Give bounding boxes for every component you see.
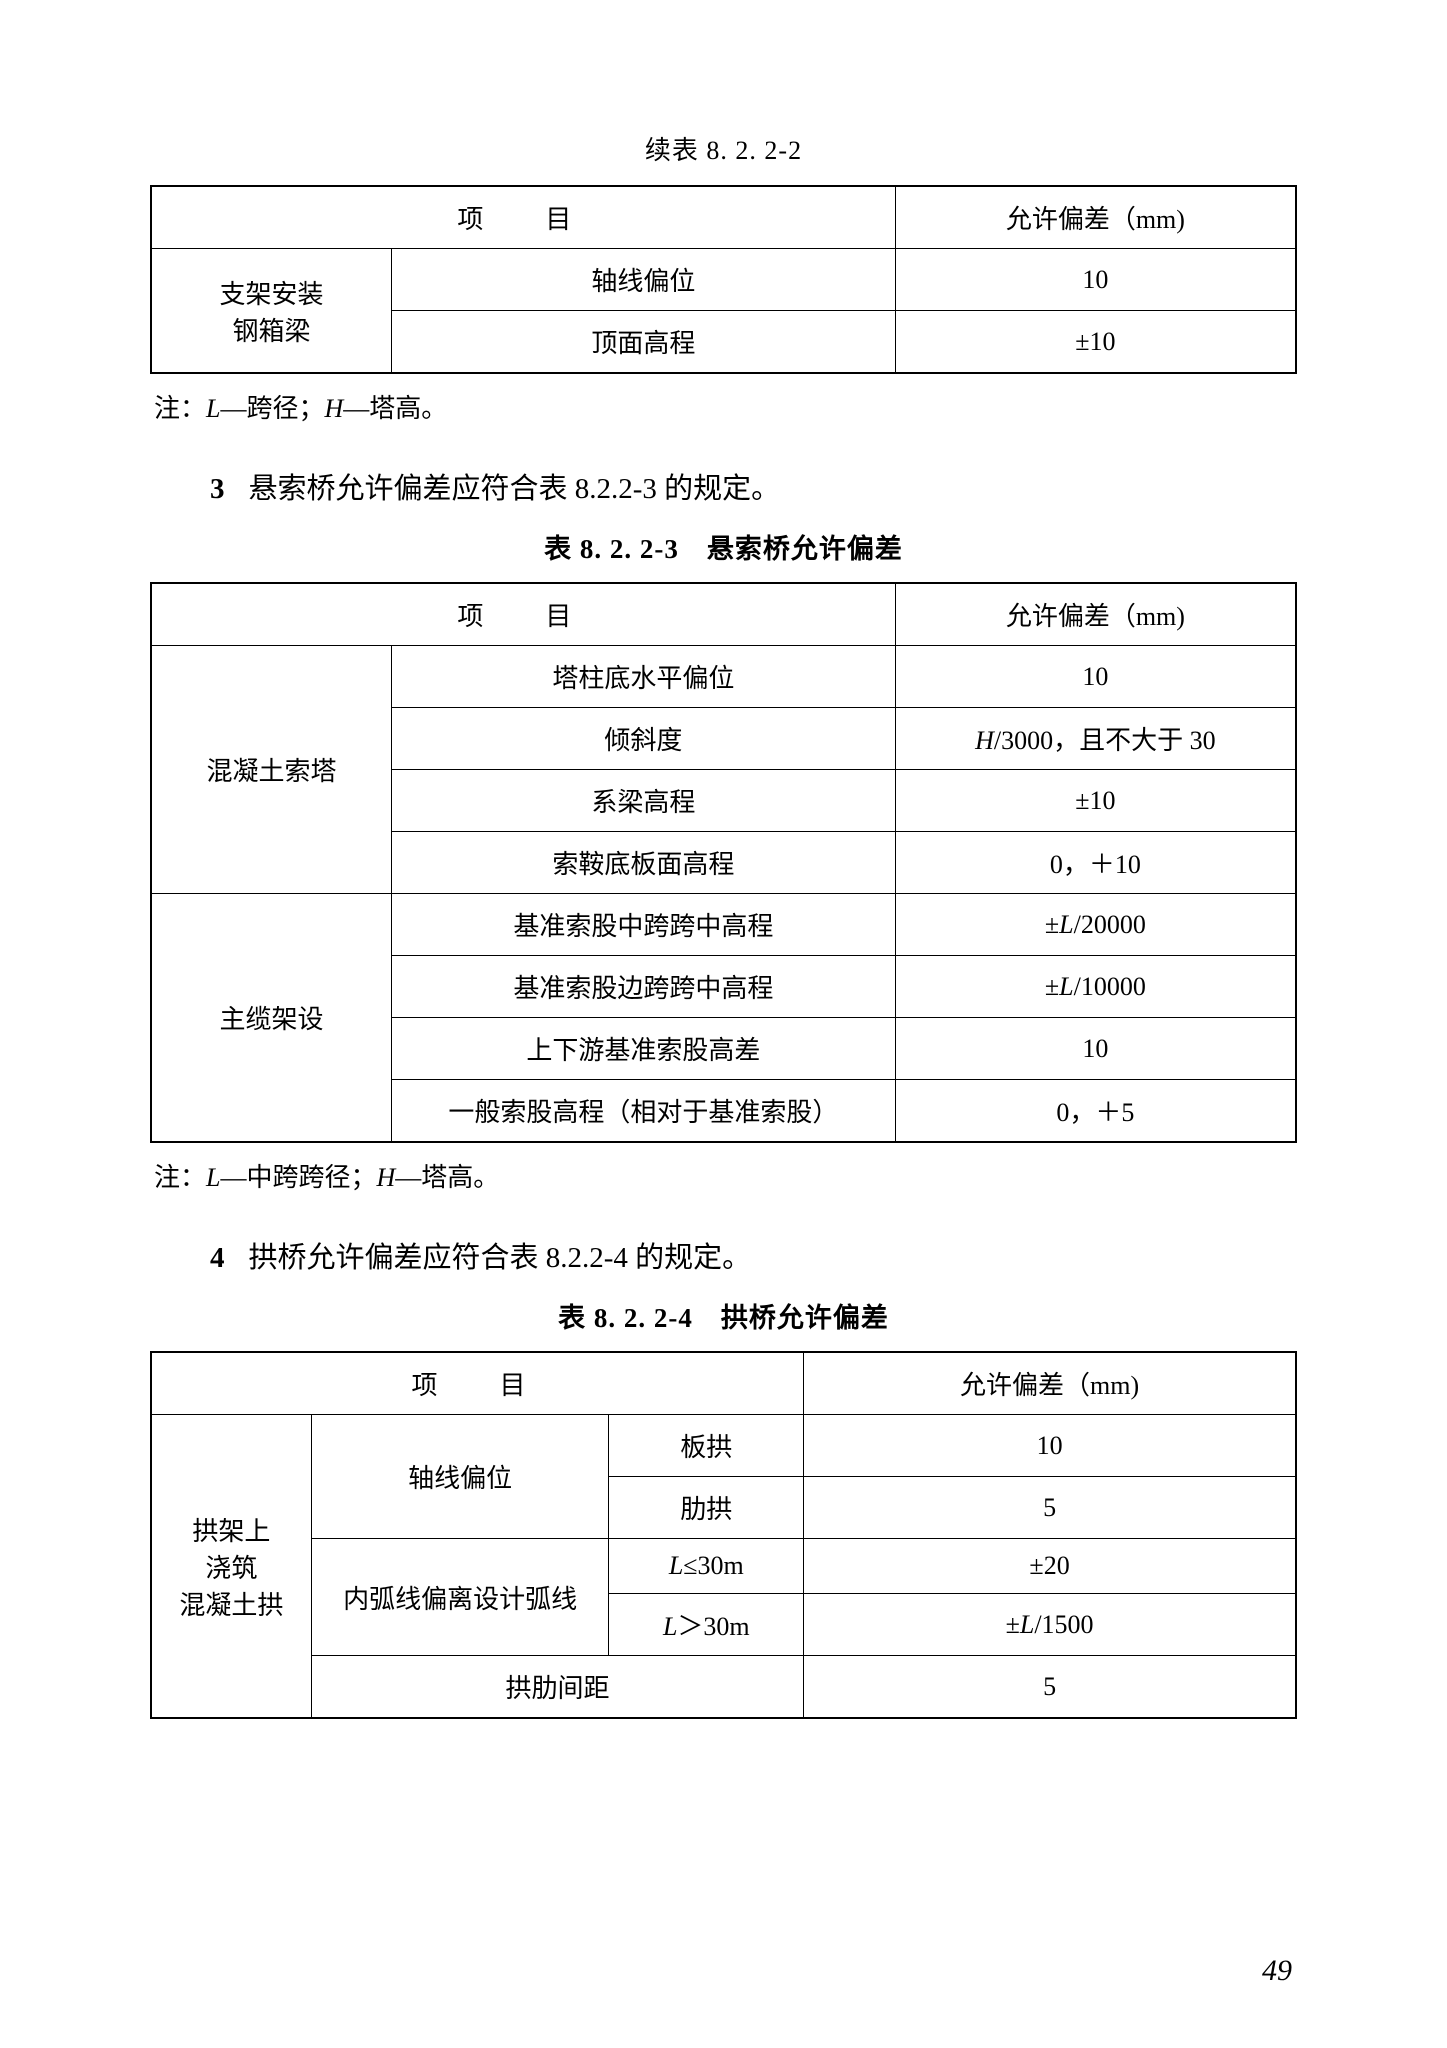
section4-para: 4 拱桥允许偏差应符合表 8.2.2-4 的规定。	[210, 1234, 1297, 1276]
table1-header-tol: 允许偏差（mm)	[895, 186, 1296, 249]
table3-sub2-label: 内弧线偏离设计弧线	[311, 1539, 609, 1656]
table2-header-tol: 允许偏差（mm)	[895, 583, 1296, 646]
table2-cell-tol: 10	[895, 646, 1296, 708]
table3-sub3-label: 拱肋间距	[311, 1656, 803, 1719]
table2-cell-item: 上下游基准索股高差	[391, 1018, 895, 1080]
table-row: 项 目 允许偏差（mm)	[151, 1352, 1296, 1415]
table-row: 内弧线偏离设计弧线 L≤30m ±20	[151, 1539, 1296, 1594]
table1-cell-item: 轴线偏位	[391, 249, 895, 311]
section3-para: 3 悬索桥允许偏差应符合表 8.2.2-3 的规定。	[210, 465, 1297, 507]
table1-cell-tol: ±10	[895, 311, 1296, 374]
table1-header-item: 项 目	[151, 186, 895, 249]
table2-note: 注：L—中跨跨径；H—塔高。	[154, 1157, 1297, 1194]
table2-group0-label: 混凝土索塔	[151, 646, 391, 894]
table3-cell-tol: ±20	[804, 1539, 1296, 1594]
table2-cell-tol: 10	[895, 1018, 1296, 1080]
table3: 项 目 允许偏差（mm) 拱架上 浇筑 混凝土拱 轴线偏位 板拱 10 肋拱 5…	[150, 1351, 1297, 1719]
table3-cell-tol: ±L/1500	[804, 1594, 1296, 1656]
table2-cell-item: 一般索股高程（相对于基准索股）	[391, 1080, 895, 1143]
table-row: 项 目 允许偏差（mm)	[151, 186, 1296, 249]
table-row: 主缆架设 基准索股中跨跨中高程 ±L/20000	[151, 894, 1296, 956]
table1: 项 目 允许偏差（mm) 支架安装 钢箱梁 轴线偏位 10 顶面高程 ±10	[150, 185, 1297, 374]
table1-note: 注：L—跨径；H—塔高。	[154, 388, 1297, 425]
table3-header-tol: 允许偏差（mm)	[804, 1352, 1296, 1415]
table2-cell-item: 塔柱底水平偏位	[391, 646, 895, 708]
table3-sub1-label: 轴线偏位	[311, 1415, 609, 1539]
table1-cell-tol: 10	[895, 249, 1296, 311]
table2-cell-tol: ±L/10000	[895, 956, 1296, 1018]
table3-header-item: 项 目	[151, 1352, 804, 1415]
table-row: 混凝土索塔 塔柱底水平偏位 10	[151, 646, 1296, 708]
table2-header-item: 项 目	[151, 583, 895, 646]
table3-cell-tol: 5	[804, 1477, 1296, 1539]
table2-cell-item: 系梁高程	[391, 770, 895, 832]
table2: 项 目 允许偏差（mm) 混凝土索塔 塔柱底水平偏位 10 倾斜度 H/3000…	[150, 582, 1297, 1143]
table3-cell-tol: 10	[804, 1415, 1296, 1477]
table1-continue-title: 续表 8. 2. 2-2	[150, 130, 1297, 167]
table2-cell-item: 基准索股边跨跨中高程	[391, 956, 895, 1018]
table3-cell-item: 板拱	[609, 1415, 804, 1477]
table-row: 拱架上 浇筑 混凝土拱 轴线偏位 板拱 10	[151, 1415, 1296, 1477]
table3-cell-tol: 5	[804, 1656, 1296, 1719]
table-row: 支架安装 钢箱梁 轴线偏位 10	[151, 249, 1296, 311]
table3-title: 表 8. 2. 2-4 拱桥允许偏差	[150, 1296, 1297, 1335]
table2-cell-tol: H/3000，且不大于 30	[895, 708, 1296, 770]
table1-group-label: 支架安装 钢箱梁	[151, 249, 391, 374]
table-row: 拱肋间距 5	[151, 1656, 1296, 1719]
table2-cell-tol: 0，＋5	[895, 1080, 1296, 1143]
section4-num: 4	[210, 1242, 225, 1275]
table3-group-label: 拱架上 浇筑 混凝土拱	[151, 1415, 311, 1719]
table2-cell-item: 索鞍底板面高程	[391, 832, 895, 894]
table2-title: 表 8. 2. 2-3 悬索桥允许偏差	[150, 527, 1297, 566]
page-number: 49	[1262, 1954, 1292, 1988]
table2-cell-tol: ±10	[895, 770, 1296, 832]
section3-num: 3	[210, 473, 225, 506]
table3-cell-item: L＞30m	[609, 1594, 804, 1656]
table3-cell-item: 肋拱	[609, 1477, 804, 1539]
page-container: 续表 8. 2. 2-2 项 目 允许偏差（mm) 支架安装 钢箱梁 轴线偏位 …	[0, 0, 1447, 2048]
table-row: 项 目 允许偏差（mm)	[151, 583, 1296, 646]
section3-text: 悬索桥允许偏差应符合表 8.2.2-3 的规定。	[249, 473, 781, 505]
section4-text: 拱桥允许偏差应符合表 8.2.2-4 的规定。	[249, 1242, 752, 1274]
table2-cell-tol: ±L/20000	[895, 894, 1296, 956]
table1-cell-item: 顶面高程	[391, 311, 895, 374]
table3-cell-item: L≤30m	[609, 1539, 804, 1594]
table2-cell-item: 基准索股中跨跨中高程	[391, 894, 895, 956]
table2-cell-item: 倾斜度	[391, 708, 895, 770]
table2-group1-label: 主缆架设	[151, 894, 391, 1143]
table2-cell-tol: 0，＋10	[895, 832, 1296, 894]
